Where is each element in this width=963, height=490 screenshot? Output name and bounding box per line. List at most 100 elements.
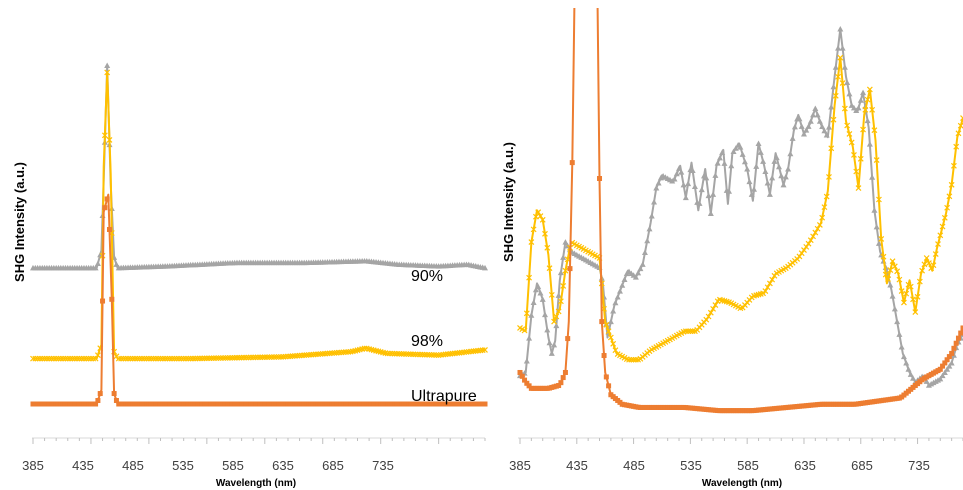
right-data-point <box>932 251 939 257</box>
left-data-point <box>92 355 99 362</box>
right-data-point <box>548 350 555 356</box>
left-data-point <box>109 296 115 302</box>
right-data-point <box>805 123 812 129</box>
left-data-point <box>55 355 62 362</box>
left-tick-label-385: 385 <box>22 458 44 473</box>
right-data-point <box>707 210 714 216</box>
right-data-point <box>900 353 907 360</box>
right-data-point <box>682 194 689 201</box>
left-data-point <box>393 350 400 357</box>
left-data-point <box>50 355 57 362</box>
left-data-point <box>433 352 440 358</box>
left-data-point <box>95 398 101 404</box>
right-data-point <box>750 186 757 192</box>
right-data-point <box>703 316 710 323</box>
right-data-point <box>557 298 564 305</box>
right-data-point <box>762 168 769 175</box>
right-data-point <box>766 280 773 287</box>
right-data-point <box>610 308 617 314</box>
left-series-90 <box>30 62 488 271</box>
right-data-point <box>887 282 894 288</box>
right-tick-label-635: 635 <box>794 458 816 473</box>
left-data-point <box>220 355 226 361</box>
left-data-point <box>236 354 243 361</box>
right-data-point <box>939 372 946 379</box>
right-data-point <box>607 334 614 341</box>
right-data-point <box>535 209 542 216</box>
right-data-point <box>553 313 560 320</box>
right-data-point <box>601 353 607 359</box>
right-data-point <box>841 105 848 112</box>
right-data-point <box>551 318 558 325</box>
left-tick-label-635: 635 <box>272 458 294 473</box>
right-data-point <box>760 158 767 164</box>
right-data-point <box>558 380 564 386</box>
right-data-point <box>939 223 946 230</box>
right-data-point <box>519 373 525 379</box>
right-series-markers <box>517 160 963 414</box>
right-data-point <box>891 305 898 312</box>
right-data-point <box>891 263 898 270</box>
right-data-point <box>925 260 932 267</box>
left-data-point <box>192 355 199 362</box>
right-data-point <box>739 151 746 157</box>
left-data-point <box>171 355 178 362</box>
right-data-point <box>903 290 910 297</box>
left-data-point <box>428 351 435 358</box>
left-x-axis-title: Wavelength (nm) <box>216 478 296 489</box>
left-data-point <box>208 355 215 362</box>
left-data-point <box>166 355 173 362</box>
left-data-point <box>217 355 224 361</box>
right-data-point <box>741 158 748 165</box>
left-data-point <box>412 351 419 358</box>
left-data-point <box>234 354 240 361</box>
left-data-point <box>273 354 280 360</box>
left-data-point <box>32 355 39 362</box>
right-data-point <box>953 143 960 150</box>
series-label-90: 90% <box>411 268 443 285</box>
left-data-point <box>259 354 266 361</box>
left-data-point <box>94 260 101 267</box>
left-data-point <box>268 354 275 361</box>
right-data-point <box>832 92 839 99</box>
left-data-point <box>387 350 393 357</box>
right-data-point <box>835 73 841 80</box>
right-data-point <box>875 240 882 246</box>
right-series-line <box>519 8 963 412</box>
right-data-point <box>730 148 737 154</box>
right-data-point <box>935 241 941 248</box>
left-data-point <box>145 355 152 362</box>
right-data-point <box>710 191 717 197</box>
right-tick-label-535: 535 <box>680 458 702 473</box>
right-data-point <box>950 162 957 169</box>
right-data-point <box>691 183 698 189</box>
left-data-point <box>194 355 201 362</box>
left-series-line <box>33 71 486 360</box>
left-data-point <box>106 136 113 143</box>
right-data-point <box>864 96 871 103</box>
left-data-point <box>93 401 99 407</box>
left-data-point <box>141 355 148 362</box>
right-data-point <box>955 130 962 137</box>
left-data-point <box>67 355 74 362</box>
right-data-point <box>916 278 923 285</box>
left-data-point <box>57 355 64 362</box>
right-data-point <box>714 160 721 166</box>
right-data-point <box>757 149 764 155</box>
right-data-point <box>896 276 903 283</box>
right-data-point <box>530 299 537 306</box>
right-data-point <box>682 328 689 335</box>
right-data-point <box>780 181 787 188</box>
left-data-point <box>92 264 99 271</box>
left-data-point <box>34 355 41 362</box>
right-data-point <box>614 293 621 300</box>
right-data-point <box>894 318 901 325</box>
left-data-point <box>97 391 103 397</box>
right-data-point <box>555 308 562 315</box>
right-data-point <box>748 191 755 197</box>
right-data-point <box>530 226 537 233</box>
right-data-point <box>557 269 564 276</box>
left-data-point <box>243 354 250 361</box>
right-data-point <box>653 185 660 191</box>
right-data-point <box>524 380 530 386</box>
